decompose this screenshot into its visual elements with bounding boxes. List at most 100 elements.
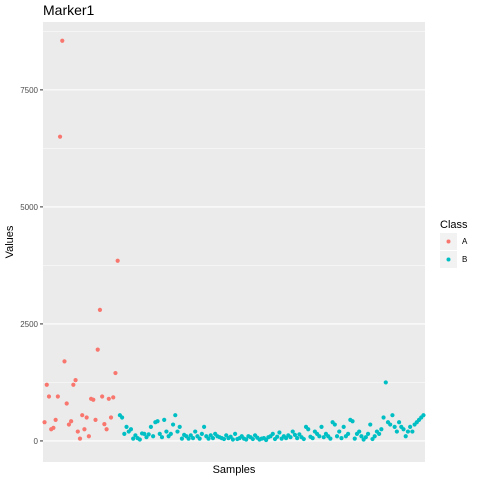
- data-point-b: [206, 436, 211, 441]
- data-point-a: [84, 415, 89, 420]
- data-point-b: [155, 419, 160, 424]
- data-point-b: [224, 433, 229, 438]
- legend-marker-b: [446, 257, 451, 262]
- data-point-b: [359, 434, 364, 439]
- data-point-b: [157, 431, 162, 437]
- data-point-b: [228, 434, 233, 439]
- data-point-b: [270, 431, 275, 437]
- data-point-b: [120, 415, 125, 420]
- data-point-a: [60, 38, 65, 43]
- data-point-a: [91, 397, 96, 402]
- gridlines: [43, 31, 425, 442]
- data-points: [42, 38, 426, 443]
- data-point-b: [352, 436, 357, 441]
- data-point-a: [100, 394, 105, 399]
- data-point-b: [233, 431, 238, 437]
- data-point-a: [95, 347, 100, 352]
- data-point-a: [71, 382, 76, 387]
- data-point-b: [297, 432, 302, 437]
- data-point-a: [97, 307, 103, 312]
- data-point-a: [46, 394, 52, 399]
- data-point-a: [106, 396, 111, 401]
- data-point-a: [62, 359, 67, 364]
- legend-label-a: A: [462, 237, 468, 246]
- data-point-a: [113, 370, 118, 376]
- data-point-b: [133, 433, 138, 438]
- y-tick-label: 5000: [20, 203, 38, 212]
- data-point-a: [55, 394, 60, 399]
- data-point-b: [392, 424, 397, 429]
- data-point-b: [317, 434, 322, 439]
- chart-title: Marker1: [43, 2, 95, 18]
- data-point-a: [42, 420, 47, 425]
- y-axis-title: Values: [4, 225, 16, 258]
- data-point-a: [75, 429, 80, 434]
- data-point-b: [390, 413, 395, 418]
- data-point-b: [199, 431, 204, 437]
- data-point-b: [410, 429, 415, 434]
- data-point-b: [403, 434, 408, 439]
- data-point-b: [306, 427, 311, 432]
- data-point-b: [159, 435, 165, 440]
- data-point-b: [379, 427, 384, 432]
- data-point-b: [383, 380, 388, 385]
- data-point-a: [77, 436, 83, 441]
- data-point-b: [301, 436, 306, 442]
- data-point-b: [151, 434, 156, 439]
- legend-title: Class: [440, 219, 468, 231]
- data-point-b: [290, 429, 295, 434]
- data-point-b: [405, 429, 411, 434]
- data-point-b: [186, 436, 191, 441]
- data-point-b: [221, 436, 227, 442]
- data-point-b: [288, 435, 293, 440]
- data-point-b: [197, 436, 202, 441]
- data-point-b: [137, 437, 142, 442]
- data-point-b: [394, 429, 399, 434]
- data-point-b: [350, 419, 355, 424]
- data-point-b: [334, 434, 340, 439]
- data-point-a: [73, 377, 78, 383]
- data-point-b: [162, 417, 167, 422]
- data-point-b: [170, 422, 176, 427]
- data-point-b: [277, 430, 282, 435]
- data-point-b: [341, 424, 346, 429]
- data-point-a: [86, 434, 91, 439]
- data-point-a: [82, 427, 87, 432]
- data-point-a: [64, 401, 69, 406]
- data-point-b: [332, 422, 337, 427]
- data-point-b: [401, 427, 406, 432]
- y-tick-label: 2500: [20, 320, 38, 329]
- data-point-b: [377, 431, 382, 437]
- data-point-b: [357, 429, 362, 434]
- data-point-b: [339, 436, 344, 441]
- plot-panel: [43, 22, 425, 462]
- data-point-b: [124, 424, 129, 429]
- data-point-b: [372, 434, 377, 439]
- data-point-b: [190, 436, 196, 441]
- data-point-b: [175, 429, 180, 434]
- data-point-b: [368, 422, 373, 427]
- data-point-a: [51, 425, 56, 430]
- data-point-b: [408, 424, 413, 429]
- data-point-b: [264, 437, 269, 443]
- data-point-b: [381, 415, 386, 420]
- data-point-a: [111, 395, 116, 400]
- legend-marker-a: [446, 239, 451, 244]
- data-point-b: [319, 424, 324, 429]
- data-point-b: [310, 436, 315, 441]
- data-point-a: [69, 419, 74, 424]
- data-point-b: [250, 436, 255, 442]
- data-point-b: [201, 424, 207, 429]
- data-point-b: [128, 427, 134, 432]
- data-point-a: [80, 413, 85, 418]
- data-point-b: [188, 433, 193, 438]
- data-point-b: [144, 435, 149, 440]
- data-point-b: [421, 413, 426, 418]
- data-point-b: [328, 436, 333, 441]
- y-axis-ticks: 0 2500 5000 7500: [20, 86, 43, 446]
- data-point-b: [283, 436, 289, 441]
- data-point-a: [102, 421, 107, 427]
- data-point-b: [337, 429, 342, 434]
- data-point-b: [230, 437, 235, 442]
